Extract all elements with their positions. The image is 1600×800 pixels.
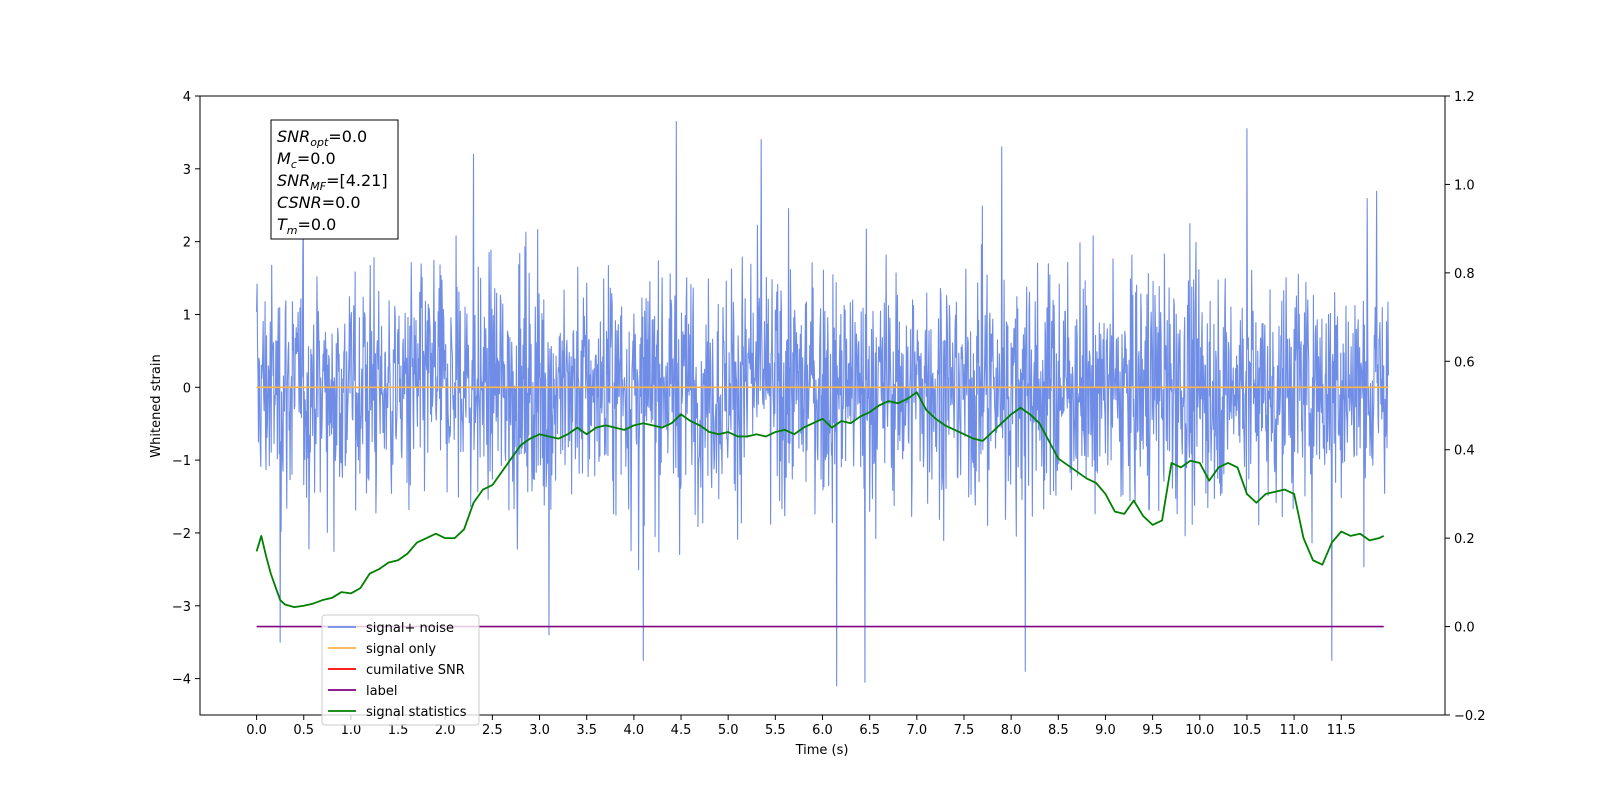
y-tick-label: 0 <box>183 381 191 396</box>
legend-label: signal+ noise <box>366 621 454 636</box>
y-tick-label: 2 <box>183 236 191 251</box>
x-tick-label: 10.0 <box>1185 723 1214 738</box>
y-tick-label: −4 <box>172 673 191 688</box>
x-tick-label: 5.5 <box>765 723 786 738</box>
info-symbol: T <box>277 215 288 234</box>
series-signal-plus-noise <box>256 120 1389 687</box>
x-tick-label: 1.5 <box>388 723 409 738</box>
x-tick-label: 8.0 <box>1001 723 1022 738</box>
legend: signal+ noise signal only cumilative SNR la… <box>321 614 480 726</box>
x-tick-label: 2.0 <box>435 723 456 738</box>
info-value: =0.0 <box>322 193 361 212</box>
y-axis-label: Whitened strain <box>149 354 164 457</box>
x-tick-label: 4.5 <box>671 723 692 738</box>
info-symbol: SNR <box>277 127 310 146</box>
y-axis-right: −0.2 0.0 0.2 0.4 0.6 0.8 1.0 1.2 <box>1445 90 1486 724</box>
y-axis-left: −4 −3 −2 −1 0 1 2 3 4 <box>172 90 200 688</box>
info-box-frame <box>270 119 399 240</box>
x-tick-label: 5.0 <box>718 723 739 738</box>
info-symbol: CSNR <box>277 193 322 212</box>
x-tick-label: 7.5 <box>954 723 975 738</box>
y-tick-label: 1 <box>183 308 191 323</box>
info-value: =0.0 <box>328 127 367 146</box>
legend-label: signal only <box>366 642 436 657</box>
legend-frame <box>321 614 480 726</box>
y2-tick-label: 0.2 <box>1454 532 1475 547</box>
info-value: =[4.21] <box>326 171 388 190</box>
y2-tick-label: 0.4 <box>1454 444 1475 459</box>
y-tick-label: −3 <box>172 600 191 615</box>
x-tick-label: 10.5 <box>1232 723 1261 738</box>
x-tick-label: 1.0 <box>341 723 362 738</box>
info-subscript: c <box>291 158 297 171</box>
y-tick-label: −2 <box>172 527 191 542</box>
y2-tick-label: 0.8 <box>1454 267 1475 282</box>
x-tick-label: 9.5 <box>1142 723 1163 738</box>
x-tick-label: 0.5 <box>293 723 314 738</box>
x-tick-label: 2.5 <box>482 723 503 738</box>
chart-marks <box>255 120 1389 687</box>
info-value: =0.0 <box>298 215 337 234</box>
x-tick-label: 6.5 <box>859 723 880 738</box>
series-signal-statistics <box>255 391 1385 609</box>
x-tick-label: 9.0 <box>1095 723 1116 738</box>
x-tick-label: 7.0 <box>906 723 927 738</box>
info-box: SNRopt=0.0Mc=0.0SNRMF=[4.21]CSNR=0.0Tm=0… <box>270 119 399 240</box>
legend-label: signal statistics <box>366 705 467 720</box>
legend-label: label <box>366 684 397 699</box>
info-line: SNRopt=0.0 <box>277 127 367 149</box>
x-tick-label: 3.0 <box>529 723 550 738</box>
y-tick-label: −1 <box>172 454 191 469</box>
x-tick-label: 11.5 <box>1327 723 1356 738</box>
info-symbol: M <box>277 149 291 168</box>
info-subscript: m <box>287 224 298 237</box>
info-value: =0.0 <box>297 149 336 168</box>
x-tick-label: 8.5 <box>1048 723 1069 738</box>
x-tick-label: 3.5 <box>576 723 597 738</box>
info-symbol: SNR <box>277 171 310 190</box>
x-tick-label: 0.0 <box>246 723 267 738</box>
info-line: Mc=0.0 <box>277 149 336 171</box>
y-tick-label: 4 <box>183 90 191 105</box>
x-tick-label: 6.0 <box>812 723 833 738</box>
legend-label: cumilative SNR <box>366 663 465 678</box>
info-subscript: opt <box>310 136 329 149</box>
info-subscript: MF <box>310 180 326 193</box>
y2-tick-label: 1.0 <box>1454 178 1475 193</box>
info-line: Tm=0.0 <box>277 215 336 237</box>
x-tick-label: 11.0 <box>1280 723 1309 738</box>
x-axis: 0.0 0.5 1.0 1.5 2.0 2.5 3.0 3.5 4.0 4.5 5.0 5.5 6.0 6… <box>246 715 1356 738</box>
y2-tick-label: 1.2 <box>1454 90 1475 105</box>
y2-tick-label: −0.2 <box>1454 709 1486 724</box>
y-tick-label: 3 <box>183 163 191 178</box>
info-line: CSNR=0.0 <box>277 193 361 212</box>
y2-tick-label: 0.6 <box>1454 355 1475 370</box>
x-tick-label: 4.0 <box>624 723 645 738</box>
x-axis-label: Time (s) <box>795 743 849 758</box>
info-line: SNRMF=[4.21] <box>277 171 388 193</box>
y2-tick-label: 0.0 <box>1454 621 1475 636</box>
